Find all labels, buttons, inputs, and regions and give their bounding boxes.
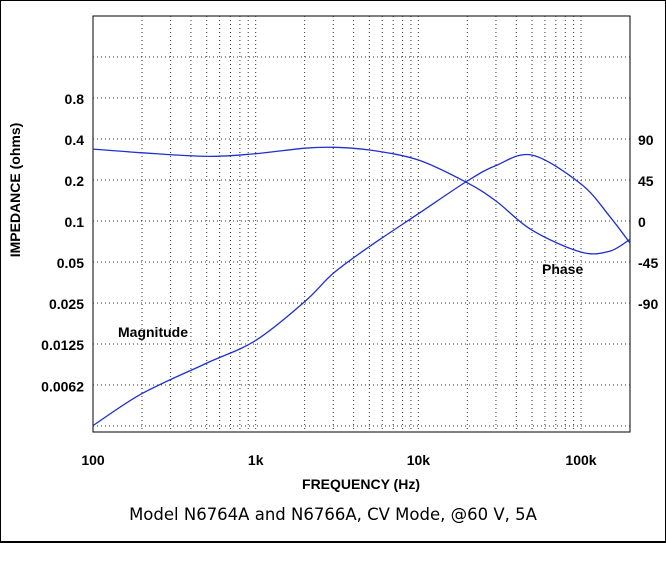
series-layer: [92, 146, 631, 427]
magnitude-label: Magnitude: [118, 324, 188, 340]
x-tick-label: 100k: [565, 452, 596, 468]
y-tick-label-right: -45: [638, 255, 658, 271]
grid: [93, 16, 630, 432]
y-tick-label-left: 0.0125: [41, 337, 84, 353]
y-tick-label-right: 45: [638, 173, 654, 189]
y-tick-label-left: 0.2: [65, 173, 85, 189]
right-tick-labels: 90 45 0 -45 -90: [638, 132, 658, 312]
left-tick-labels: 0.8 0.4 0.2 0.1 0.05 0.025 0.0125 0.0062: [41, 91, 84, 395]
y-tick-label-left: 0.0062: [41, 379, 84, 395]
phase-label: Phase: [542, 261, 583, 277]
x-axis-title: FREQUENCY (Hz): [302, 476, 420, 492]
chart-caption: Model N6764A and N6766A, CV Mode, @60 V,…: [129, 505, 537, 524]
y-tick-label-left: 0.05: [57, 255, 84, 271]
y-tick-label-left: 0.1: [65, 214, 85, 230]
phase-line: [92, 146, 631, 255]
x-tick-label: 10k: [407, 452, 431, 468]
x-tick-label: 1k: [248, 452, 264, 468]
y-tick-label-left: 0.4: [65, 132, 85, 148]
y-tick-label-left: 0.025: [49, 296, 84, 312]
y-axis-title: IMPEDANCE (ohms): [7, 123, 23, 258]
magnitude-line: [92, 153, 631, 427]
y-tick-label-right: 0: [638, 214, 646, 230]
y-tick-label-right: 90: [638, 132, 654, 148]
x-tick-labels: 100 1k 10k 100k: [81, 452, 596, 468]
plot-area: [92, 15, 631, 433]
y-tick-label-right: -90: [638, 296, 658, 312]
x-tick-label: 100: [81, 452, 105, 468]
y-tick-label-left: 0.8: [65, 91, 85, 107]
bottom-strip: [0, 541, 666, 562]
